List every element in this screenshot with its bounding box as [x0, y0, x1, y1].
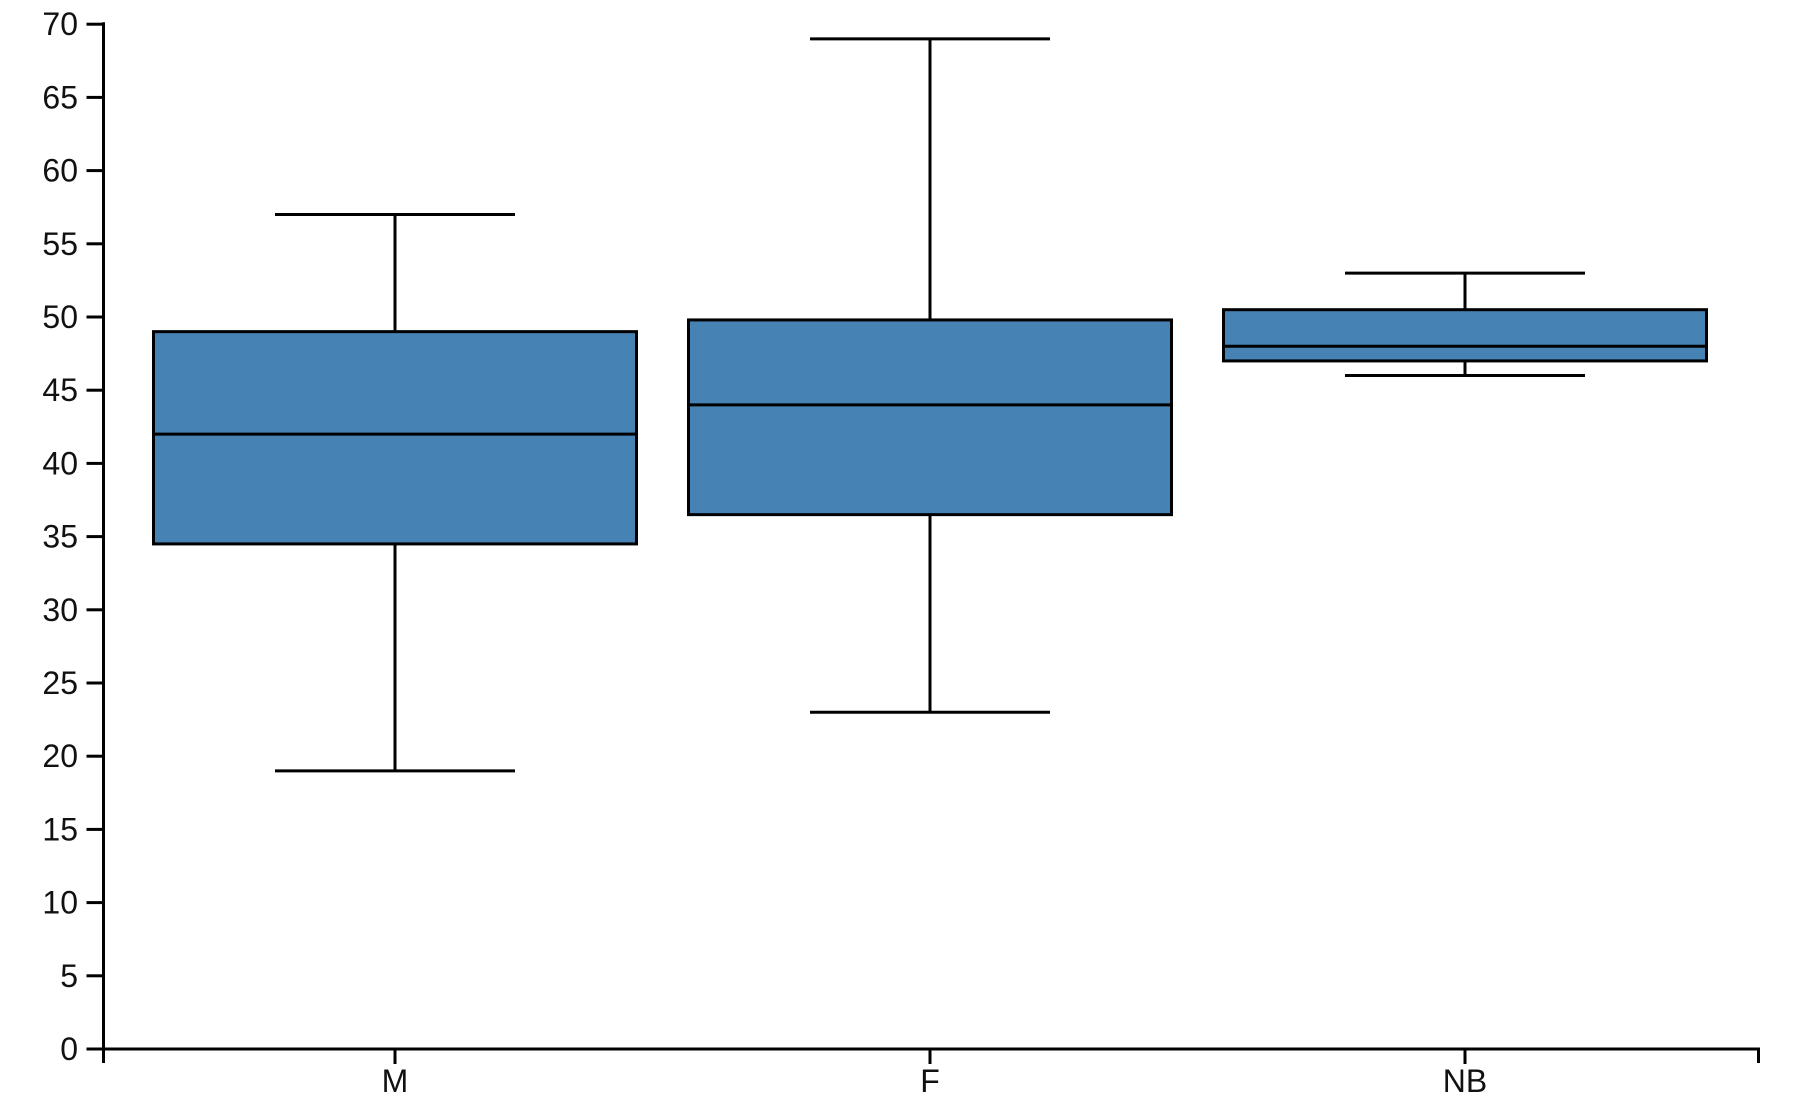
ytick-label-25: 25: [42, 665, 78, 701]
ytick-label-60: 60: [42, 153, 78, 189]
ytick-label-50: 50: [42, 299, 78, 335]
ytick-label-55: 55: [42, 226, 78, 262]
ytick-label-70: 70: [42, 6, 78, 42]
xtick-label-F: F: [920, 1063, 940, 1099]
ytick-label-15: 15: [42, 811, 78, 847]
xtick-label-NB: NB: [1443, 1063, 1487, 1099]
ytick-label-10: 10: [42, 885, 78, 921]
box-M: [152, 330, 638, 546]
box-F: [687, 318, 1173, 517]
ytick-label-35: 35: [42, 519, 78, 555]
ytick-label-30: 30: [42, 592, 78, 628]
box-NB: [1222, 308, 1708, 363]
ytick-label-40: 40: [42, 445, 78, 481]
ytick-label-5: 5: [60, 958, 78, 994]
xtick-label-M: M: [382, 1063, 409, 1099]
ytick-label-0: 0: [60, 1031, 78, 1067]
ytick-label-65: 65: [42, 79, 78, 115]
ytick-label-20: 20: [42, 738, 78, 774]
ytick-label-45: 45: [42, 372, 78, 408]
